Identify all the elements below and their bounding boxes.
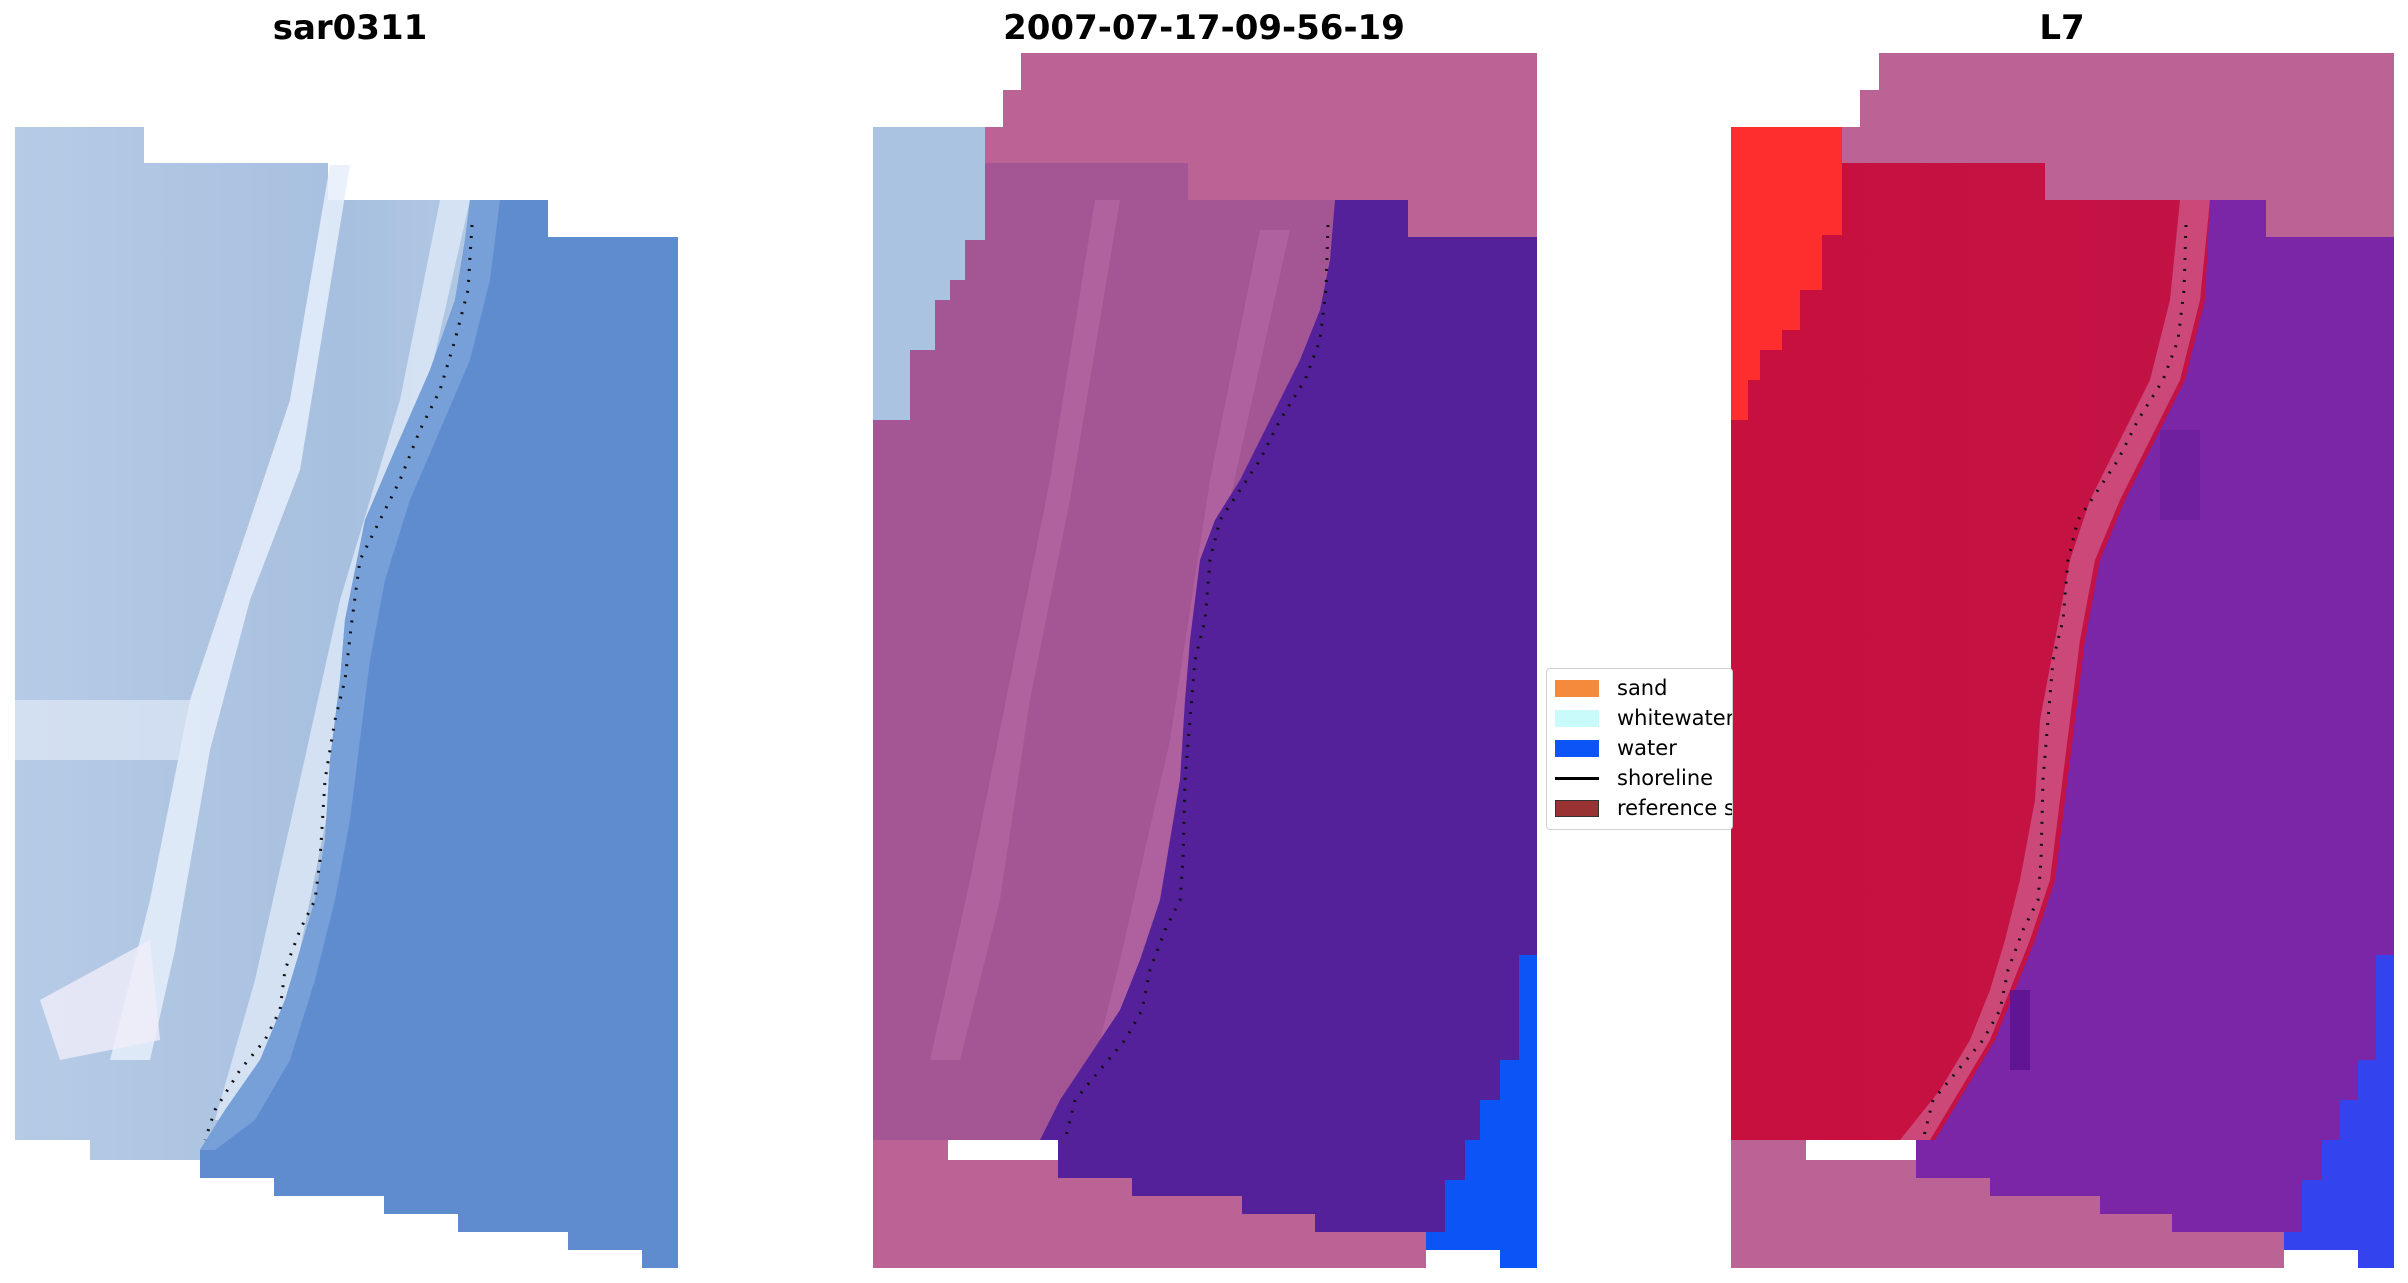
legend-item-water: water [1555,733,1677,763]
rgb-whitewater-streak [40,940,160,1060]
legend-line-shoreline [1555,776,1599,780]
panel-title-index: L7 [2039,8,2085,48]
rgb-whitewater-streak [15,700,200,760]
legend-item-reference: reference s [1555,793,1733,823]
legend: sand whitewater water shoreline referenc… [1546,668,1733,830]
legend-label: sand [1617,676,1668,700]
legend-swatch-water [1555,739,1599,757]
legend-item-shoreline: shoreline [1555,763,1713,793]
legend-label: whitewater [1617,706,1733,730]
legend-item-sand: sand [1555,673,1667,703]
legend-swatch-whitewater [1555,709,1599,727]
legend-swatch-reference [1555,799,1599,817]
panel-title-rgb: sar0311 [272,8,428,48]
legend-label: shoreline [1617,766,1714,790]
rgb-whitewater-streak [110,165,350,1060]
legend-label: water [1617,736,1677,760]
legend-label: reference s [1617,796,1733,820]
rgb-sea-nearshore [200,200,500,1150]
legend-item-whitewater: whitewater [1555,703,1733,733]
legend-swatch-sand [1555,679,1599,697]
rgb-sea-area [200,200,678,1268]
panel-title-classification: 2007-07-17-09-56-19 [1003,8,1405,48]
